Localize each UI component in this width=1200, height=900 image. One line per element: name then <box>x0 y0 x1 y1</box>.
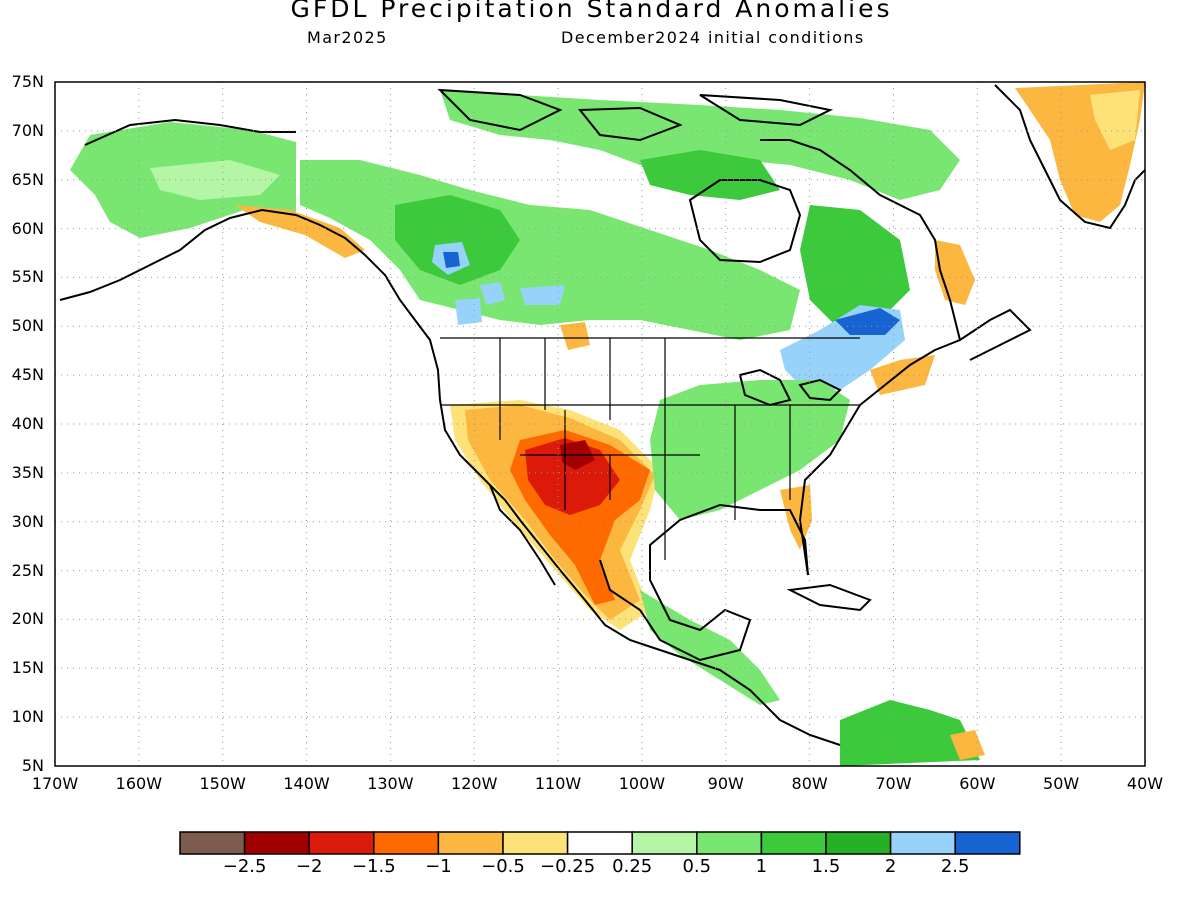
colorbar-tick-label: −0.5 <box>481 856 525 877</box>
colorbar-swatch <box>243 831 310 855</box>
anomaly-bc-blue4 <box>520 285 565 305</box>
colorbar-swatch <box>889 831 956 855</box>
coastline-baja <box>489 484 556 586</box>
colorbar-tick-label: 2.5 <box>940 856 970 877</box>
anomaly-prairie-dry <box>560 322 590 350</box>
colorbar-tick-label: −0.25 <box>540 856 596 877</box>
anomaly-east-green <box>650 380 850 520</box>
coastline-cuba <box>786 583 872 612</box>
longitude-label: 150W <box>199 774 246 793</box>
latitude-label: 5N <box>21 756 44 775</box>
latitude-label: 75N <box>11 72 44 91</box>
colorbar-tick-label: 2 <box>884 856 897 877</box>
anomaly-field <box>70 82 1145 766</box>
colorbar-tick-label: 1 <box>755 856 768 877</box>
longitude-label: 160W <box>115 774 163 793</box>
latitude-label: 25N <box>11 560 44 580</box>
longitude-label: 130W <box>367 774 414 793</box>
forecast-month: Mar2025 <box>307 28 388 47</box>
coastlines <box>59 84 1145 746</box>
coastline-labrador <box>760 139 961 341</box>
latitude-label: 30N <box>11 511 44 531</box>
coastline-pacific <box>295 214 841 746</box>
anomaly-bc-blue3 <box>455 298 482 325</box>
longitude-label: 120W <box>451 774 498 793</box>
colorbar-tick-label: 1.5 <box>811 856 841 877</box>
colorbar-swatch <box>631 831 698 855</box>
colorbar-tick-label: 0.25 <box>612 856 653 877</box>
colorbar <box>179 831 1021 855</box>
longitude-label: 80W <box>791 774 828 793</box>
colorbar-tick-label: −2.5 <box>222 856 267 877</box>
anomaly-ne-blue-core <box>835 308 900 335</box>
grid <box>55 82 1145 766</box>
longitude-label: 110W <box>534 774 582 793</box>
longitude-label: 100W <box>618 774 666 793</box>
colorbar-tick-label: −1.5 <box>351 856 396 877</box>
anomaly-labrador-dry <box>935 240 975 305</box>
longitude-label: 170W <box>31 774 79 793</box>
coastline-greenland <box>994 84 1145 230</box>
anomaly-florida-dry <box>780 485 812 550</box>
colorbar-swatch <box>825 831 892 855</box>
longitude-label: 140W <box>283 774 330 793</box>
anomaly-alaska-light <box>150 160 280 200</box>
latitude-label: 70N <box>11 120 44 140</box>
map-frame <box>54 81 1146 767</box>
colorbar-swatch <box>566 831 633 855</box>
latitude-label: 50N <box>11 316 44 336</box>
coastline-alaska <box>59 118 297 301</box>
colorbar-tick-label: −2 <box>295 856 323 877</box>
anomaly-hudson-area <box>640 150 780 200</box>
longitude-label: 70W <box>875 774 912 793</box>
latitude-label: 65N <box>11 169 44 189</box>
colorbar-swatch <box>760 831 827 855</box>
anomaly-quebec <box>800 205 910 330</box>
latitude-label: 10N <box>11 707 44 727</box>
anomaly-bc-blue2 <box>480 282 505 305</box>
coastline-arctic-islands <box>437 88 834 142</box>
anomaly-greenland-light <box>1090 90 1140 150</box>
colorbar-swatch <box>308 831 375 855</box>
anomaly-southwest-red <box>525 438 620 515</box>
longitude-label: 60W <box>959 774 996 793</box>
colorbar-swatch <box>179 831 246 855</box>
longitude-label: 40W <box>1126 774 1164 793</box>
colorbar-swatch <box>502 831 569 855</box>
colorbar-tick-label: −1 <box>425 856 452 877</box>
anomaly-venezuela-dry <box>950 730 985 760</box>
colorbar-swatch <box>696 831 763 855</box>
latitude-label: 60N <box>11 218 44 238</box>
longitude-label: 90W <box>707 774 744 793</box>
colorbar-swatch <box>437 831 504 855</box>
initial-conditions: December2024 initial conditions <box>561 28 865 47</box>
latitude-label: 20N <box>11 609 44 629</box>
anomaly-mexico-green <box>640 590 780 705</box>
anomaly-bc-blue1-core <box>443 252 460 268</box>
latitude-label: 40N <box>11 414 44 433</box>
colorbar-swatch <box>954 831 1021 855</box>
anomaly-south-america-green <box>840 700 980 766</box>
colorbar-swatch <box>373 831 440 855</box>
longitude-label: 50W <box>1043 774 1080 793</box>
map-title: GFDL Precipitation Standard Anomalies <box>290 0 893 23</box>
colorbar-tick-label: 0.5 <box>682 856 712 877</box>
latitude-label: 15N <box>11 658 44 678</box>
latitude-label: 55N <box>11 267 44 287</box>
anomaly-canada-north <box>440 90 960 200</box>
latitude-label: 45N <box>11 365 44 385</box>
coastline-gulf <box>599 503 809 662</box>
anomaly-canada-core <box>395 195 520 285</box>
state-borders <box>440 337 860 560</box>
coastline-great-lakes <box>738 368 842 407</box>
coastline-atlantic <box>798 308 1032 576</box>
latitude-label: 35N <box>11 462 44 482</box>
anomaly-gulf-alaska-dry <box>235 205 365 258</box>
